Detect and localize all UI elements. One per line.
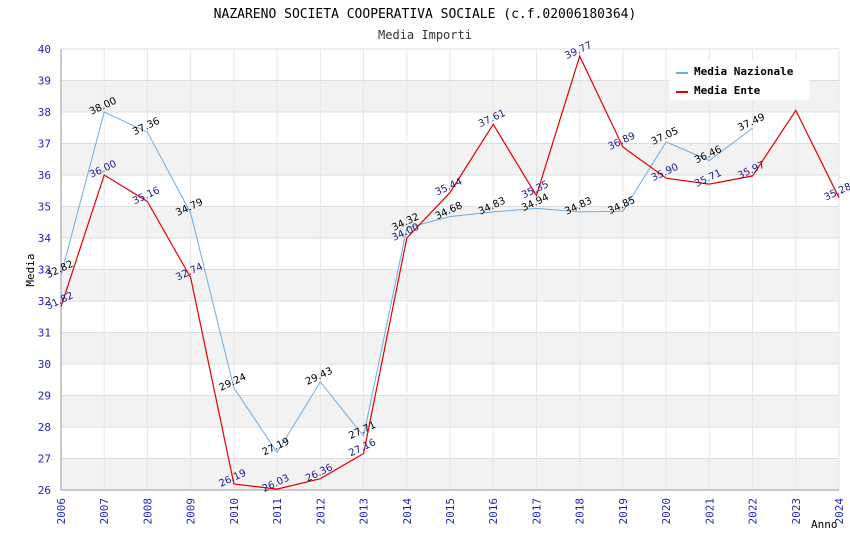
chart-title: NAZARENO SOCIETA COOPERATIVA SOCIALE (c.… [214,7,637,22]
y-tick-label: 35 [38,201,51,214]
x-tick-label: 2011 [271,498,284,525]
y-tick-label: 29 [38,390,51,403]
y-tick-label: 33 [38,264,51,277]
legend-label-media-nazionale: Media Nazionale [694,65,794,78]
y-tick-label: 27 [38,453,51,466]
legend: Media Nazionale Media Ente [670,60,810,100]
y-tick-label: 38 [38,106,51,119]
axes [60,49,839,491]
y-tick-label: 30 [38,358,51,371]
x-tick-labels: 2006 2007 2008 2009 2010 2011 2012 2013 2014 2015… [55,498,846,525]
y-tick-label: 40 [38,43,51,56]
y-tick-labels: 26 27 28 29 30 31 32 33 34 35 36 37 38 39 40 [38,43,52,497]
series-line-media-ente [60,54,840,490]
x-tick-label: 2008 [141,498,154,525]
x-tick-label: 2015 [444,498,457,525]
y-tick-label: 32 [38,295,51,308]
x-tick-label: 2009 [185,498,198,525]
x-tick-label: 2007 [98,498,111,525]
x-tick-label: 2014 [401,498,414,525]
x-tick-label: 2012 [314,498,327,525]
grid-lines [60,48,840,491]
x-tick-label: 2016 [487,498,500,525]
y-axis-label: Media [24,253,37,286]
y-tick-label: 34 [38,232,52,245]
x-tick-label: 2020 [660,498,673,525]
x-tick-label: 2006 [55,498,68,525]
legend-box [670,60,810,100]
x-tick-label: 2017 [530,498,543,525]
x-axis-label: Anno [811,518,838,531]
y-tick-label: 28 [38,421,51,434]
x-tick-label: 2024 [833,498,846,525]
legend-label-media-ente: Media Ente [694,84,761,97]
y-tick-label: 37 [38,138,51,151]
x-tick-label: 2010 [228,498,241,525]
x-tick-label: 2018 [574,498,587,525]
x-tick-label: 2021 [703,498,716,525]
x-tick-label: 2022 [747,498,760,525]
x-tick-label: 2013 [358,498,371,525]
y-tick-label: 39 [38,75,51,88]
y-tick-label: 36 [38,169,51,182]
y-tick-label: 31 [38,327,51,340]
series-lines [60,54,840,490]
series-line-media-nazionale [60,111,753,454]
chart-subtitle: Media Importi [378,28,472,42]
x-tick-label: 2023 [790,498,803,525]
y-tick-label: 26 [38,484,51,497]
x-tick-label: 2019 [617,498,630,525]
